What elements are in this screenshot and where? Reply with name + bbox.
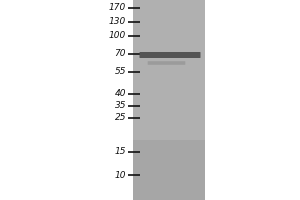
Text: 10: 10	[115, 170, 126, 180]
Text: 35: 35	[115, 102, 126, 110]
Text: 40: 40	[115, 90, 126, 98]
Text: 15: 15	[115, 148, 126, 156]
FancyBboxPatch shape	[148, 61, 185, 65]
FancyBboxPatch shape	[140, 52, 200, 58]
Bar	[133, 140, 205, 200]
Text: 55: 55	[115, 68, 126, 76]
Text: 130: 130	[109, 18, 126, 26]
Bar	[133, 0, 205, 200]
Text: 70: 70	[115, 49, 126, 58]
Text: 170: 170	[109, 3, 126, 12]
Text: 25: 25	[115, 114, 126, 122]
Text: 100: 100	[109, 31, 126, 40]
